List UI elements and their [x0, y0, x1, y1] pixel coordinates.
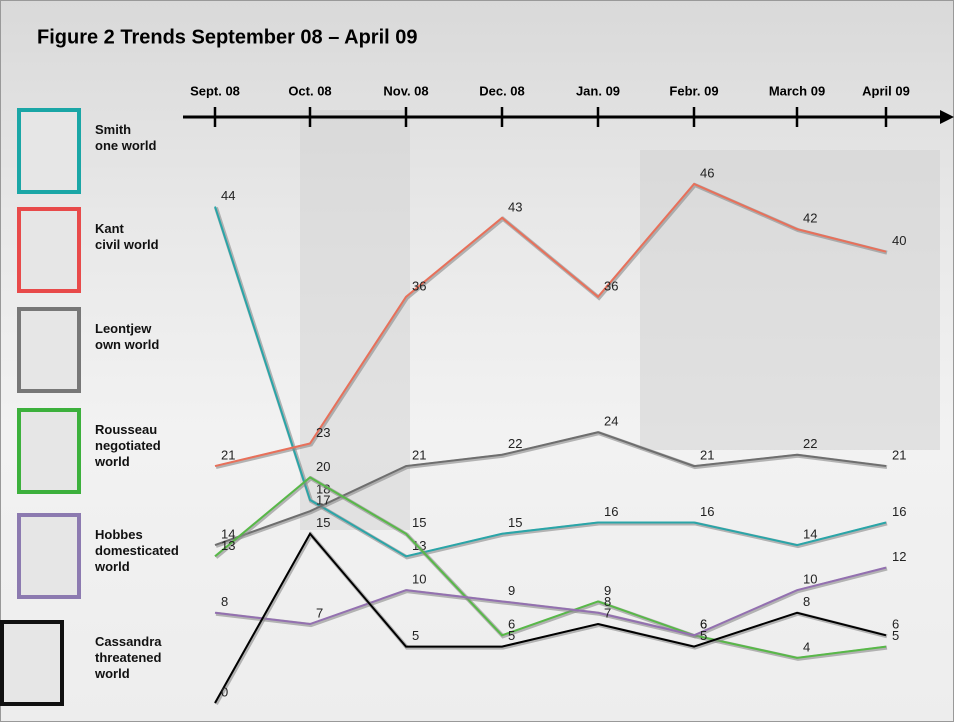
timeline-arrow — [940, 110, 954, 124]
data-label: 10 — [803, 572, 817, 587]
data-label: 16 — [700, 504, 714, 519]
legend-description: threatened world — [95, 650, 162, 681]
data-label: 15 — [412, 515, 426, 530]
data-label: 36 — [412, 278, 426, 293]
line-shadow — [215, 431, 888, 548]
data-label: 22 — [508, 436, 522, 451]
data-label: 4 — [803, 639, 810, 654]
data-label: 46 — [700, 165, 714, 180]
legend-entry: Leontjew own world — [95, 321, 190, 353]
data-label: 9 — [508, 583, 515, 598]
data-label: 13 — [221, 538, 235, 553]
painting — [640, 150, 940, 450]
data-label: 23 — [316, 425, 330, 440]
chart-title: Figure 2 Trends September 08 – April 09 — [37, 26, 418, 48]
data-label: 16 — [604, 504, 618, 519]
legend-name: Hobbes — [95, 527, 143, 542]
data-label: 5 — [892, 628, 899, 643]
data-label: 6 — [700, 617, 707, 632]
legend-name: Rousseau — [95, 422, 158, 437]
portrait — [0, 620, 64, 706]
data-label: 6 — [508, 617, 515, 632]
data-label: 44 — [221, 188, 235, 203]
portrait — [17, 513, 81, 599]
data-label: 14 — [803, 526, 817, 541]
data-label: 15 — [508, 515, 522, 530]
data-label: 5 — [412, 628, 419, 643]
data-label: 5 — [508, 628, 515, 643]
legend-entry: Hobbes domesticated world — [95, 527, 190, 575]
legend-description: domesticated world — [95, 543, 179, 574]
data-label: 10 — [412, 572, 426, 587]
data-label: 6 — [700, 617, 707, 632]
data-label: 24 — [604, 414, 618, 429]
data-label: 8 — [221, 594, 228, 609]
data-label: 0 — [221, 684, 228, 699]
data-label: 12 — [892, 549, 906, 564]
data-label: 14 — [221, 526, 235, 541]
x-tick-label: March 09 — [769, 83, 825, 98]
x-tick-label: Febr. 09 — [669, 83, 718, 98]
data-label: 6 — [892, 617, 899, 632]
data-label: 5 — [700, 628, 707, 643]
legend-entry: Cassandra threatened world — [95, 634, 190, 682]
data-label: 8 — [803, 594, 810, 609]
series-line — [214, 532, 887, 704]
legend-name: Cassandra — [95, 634, 162, 649]
legend-description: negotiated world — [95, 438, 161, 469]
legend-name: Smith — [95, 122, 132, 137]
legend-description: own world — [95, 337, 160, 352]
data-label: 17 — [316, 493, 330, 508]
portrait — [17, 307, 81, 393]
series-line — [214, 476, 887, 659]
x-tick-label: Nov. 08 — [383, 83, 428, 98]
data-label: 7 — [316, 605, 323, 620]
legend-name: Kant — [95, 221, 124, 236]
series-line — [214, 206, 887, 558]
data-label: 40 — [892, 233, 906, 248]
legend-entry: Smith one world — [95, 122, 190, 154]
series-line — [214, 431, 887, 546]
series-line — [214, 182, 887, 468]
data-label: 16 — [892, 504, 906, 519]
data-label: 7 — [604, 605, 611, 620]
line-shadow — [215, 566, 888, 639]
legend-entry: Kant civil world — [95, 221, 190, 253]
data-label: 21 — [221, 448, 235, 463]
data-label: 21 — [700, 448, 714, 463]
data-label: 20 — [316, 459, 330, 474]
data-label: 21 — [412, 448, 426, 463]
data-label: 8 — [604, 594, 611, 609]
legend-entry: Rousseau negotiated world — [95, 422, 190, 470]
portrait — [17, 408, 81, 494]
x-tick-label: Oct. 08 — [288, 83, 331, 98]
x-tick-label: April 09 — [862, 83, 910, 98]
data-label: 42 — [803, 211, 817, 226]
x-tick-label: Dec. 08 — [479, 83, 525, 98]
portrait — [17, 108, 81, 194]
data-label: 22 — [803, 436, 817, 451]
data-label: 15 — [316, 515, 330, 530]
data-label: 9 — [604, 583, 611, 598]
data-label: 36 — [604, 278, 618, 293]
data-label: 43 — [508, 199, 522, 214]
legend-name: Leontjew — [95, 321, 152, 336]
portrait — [17, 207, 81, 293]
series-line — [214, 566, 887, 637]
x-tick-label: Jan. 09 — [576, 83, 620, 98]
legend-description: one world — [95, 138, 157, 153]
data-label: 21 — [892, 448, 906, 463]
legend-description: civil world — [95, 237, 159, 252]
x-tick-label: Sept. 08 — [190, 83, 240, 98]
